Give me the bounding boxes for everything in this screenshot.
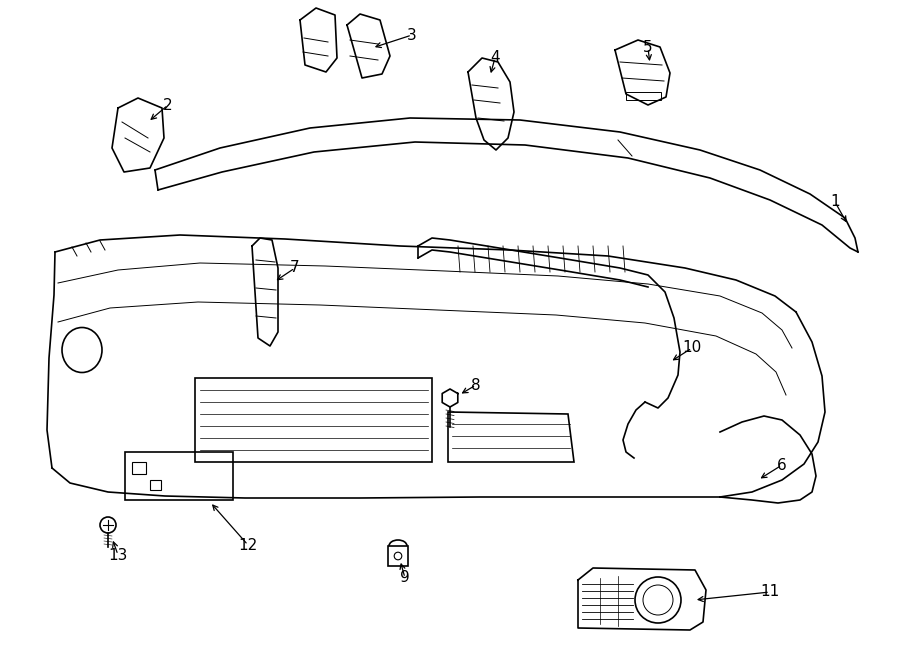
Text: 11: 11	[760, 584, 779, 600]
Bar	[388, 546, 408, 566]
Text: 5: 5	[644, 40, 652, 56]
Bar	[626, 92, 661, 100]
Text: 10: 10	[682, 340, 702, 356]
Text: 9: 9	[400, 570, 410, 586]
Text: 7: 7	[290, 260, 300, 276]
Text: 8: 8	[472, 377, 481, 393]
Text: 6: 6	[777, 457, 787, 473]
Bar	[150, 480, 161, 490]
Text: 1: 1	[830, 194, 840, 210]
Text: 3: 3	[407, 28, 417, 42]
Text: 12: 12	[238, 537, 257, 553]
Text: 4: 4	[491, 50, 500, 65]
Bar	[125, 452, 233, 500]
Text: 2: 2	[163, 98, 173, 112]
Text: 13: 13	[108, 547, 128, 563]
Bar	[132, 462, 146, 474]
